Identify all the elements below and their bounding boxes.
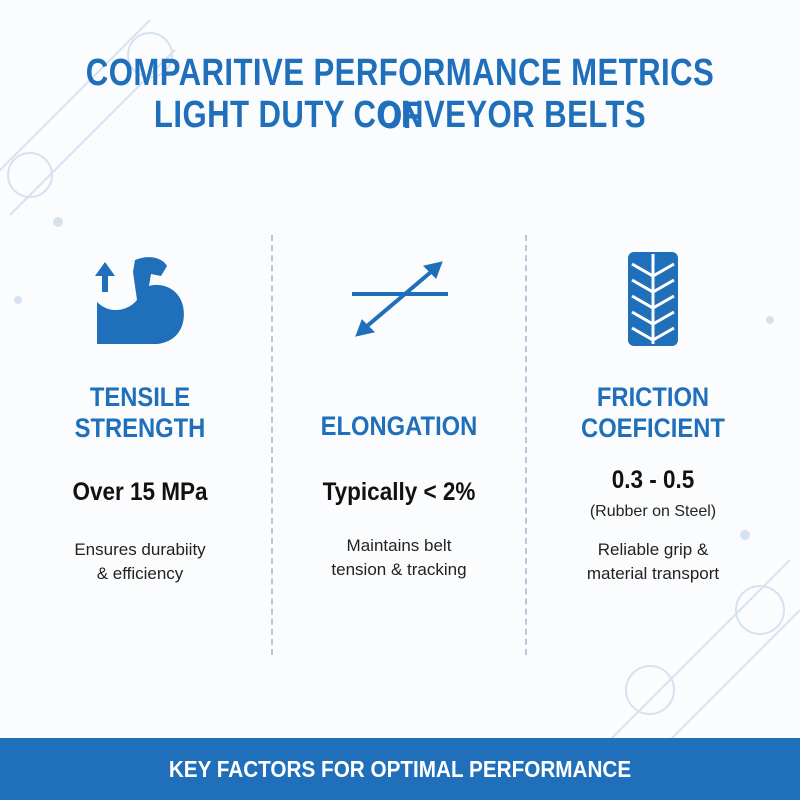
title-line: LIGHT DUTY CONVEYOR BELTS — [153, 94, 647, 136]
metric-heading: TENSILE — [89, 382, 191, 412]
metric-heading: ELONGATION — [320, 411, 478, 441]
footer-text: KEY FACTORS FOR OPTIMAL PERFORMANCE — [168, 756, 632, 782]
footer-bar: KEY FACTORS FOR OPTIMAL PERFORMANCE — [0, 738, 800, 800]
metric-description: material transport — [586, 564, 720, 583]
metric-qualifier: (Rubber on Steel) — [589, 503, 717, 520]
strength-icon — [95, 257, 184, 344]
metric-description: Maintains belt — [346, 536, 452, 555]
metric-heading: STRENGTH — [74, 413, 206, 443]
divider — [271, 235, 273, 655]
title-line: COMPARITIVE PERFORMANCE METRICS OF — [85, 52, 715, 137]
metric-value: 0.3 - 0.5 — [611, 466, 695, 494]
elongation-icon — [352, 261, 448, 337]
metric-heading: FRICTION — [596, 382, 710, 412]
tread-icon — [628, 252, 678, 346]
metric-description: Ensures durabiity — [74, 540, 206, 559]
metric-description: Reliable grip & — [597, 540, 709, 559]
divider — [525, 235, 527, 655]
metric-heading: COEFICIENT — [581, 413, 725, 443]
metric-description: & efficiency — [96, 564, 184, 583]
metric-description: tension & tracking — [331, 560, 467, 579]
metric-value: Typically < 2% — [322, 478, 476, 506]
metric-value: Over 15 MPa — [72, 478, 208, 506]
